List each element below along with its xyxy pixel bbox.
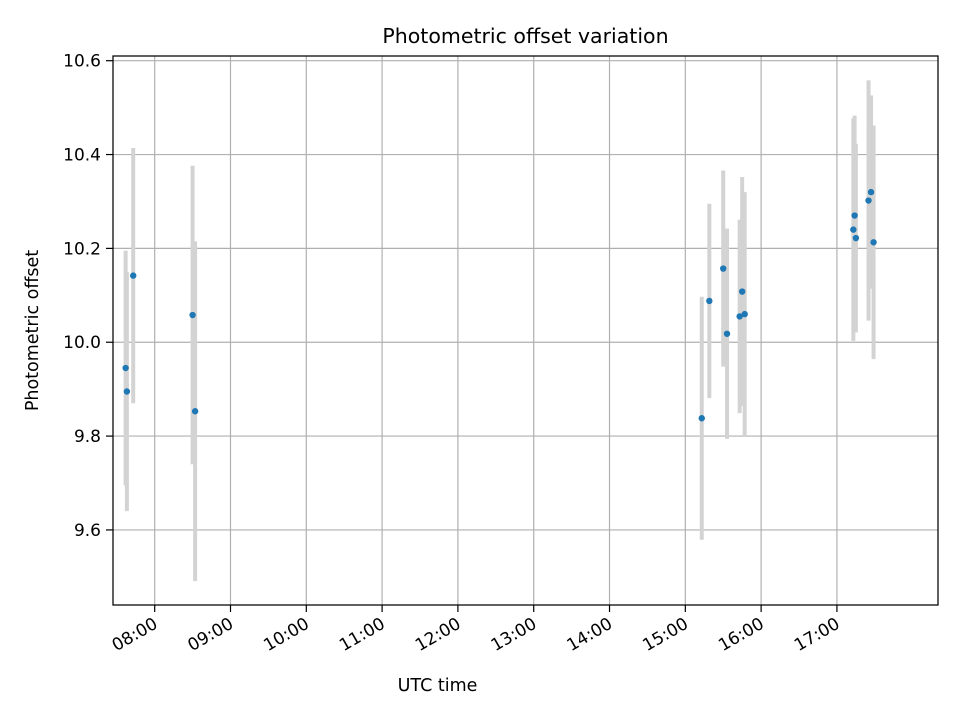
data-point (852, 234, 860, 242)
data-point (123, 388, 131, 395)
plot-area-frame (112, 55, 939, 606)
y-tick-label: 9.8 (74, 427, 101, 447)
data-point (850, 226, 857, 233)
data-point (723, 330, 731, 337)
y-tick-label: 9.6 (74, 521, 101, 541)
data-point (865, 197, 872, 204)
data-point (736, 313, 743, 320)
data-point (741, 310, 748, 318)
data-point (738, 288, 746, 295)
data-point (698, 415, 705, 422)
data-point (122, 364, 129, 372)
y-axis-label: Photometric offset (23, 250, 43, 411)
data-point (867, 188, 875, 196)
y-tick-label: 10.0 (63, 333, 101, 353)
x-axis-label: UTC time (398, 676, 478, 696)
data-point (851, 212, 858, 219)
y-tick-label: 10.2 (63, 239, 101, 259)
chart-title: Photometric offset variation (382, 24, 668, 48)
data-point (706, 297, 713, 305)
data-point (130, 272, 137, 279)
data-point (870, 239, 877, 246)
data-point (191, 408, 199, 415)
y-tick-label: 10.6 (63, 52, 101, 72)
y-tick-label: 10.4 (63, 146, 101, 166)
data-point (189, 311, 196, 319)
data-point (720, 265, 727, 272)
